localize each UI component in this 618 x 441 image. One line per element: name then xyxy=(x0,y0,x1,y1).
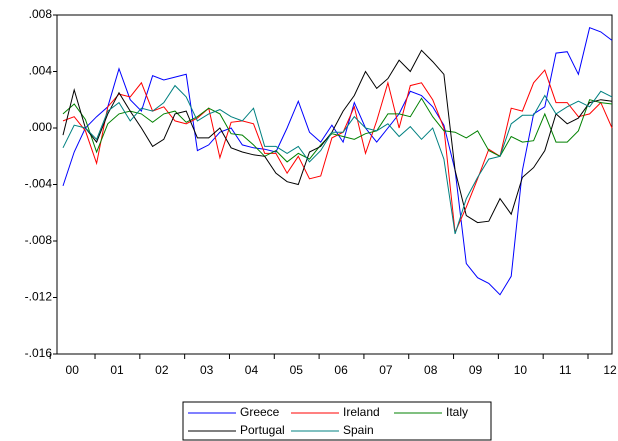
series-line xyxy=(62,97,613,163)
x-tick-label: 05 xyxy=(290,363,304,377)
x-tick-label: 11 xyxy=(559,363,572,377)
y-tick-label: -.004 xyxy=(25,177,53,191)
x-tick-label: 03 xyxy=(200,363,214,377)
legend-label: Portugal xyxy=(240,423,285,437)
y-tick-label: .008 xyxy=(29,7,53,21)
legend-box xyxy=(182,401,492,441)
x-tick-label: 08 xyxy=(424,363,438,377)
x-tick-label: 06 xyxy=(334,363,348,377)
y-tick-label: -.016 xyxy=(25,346,53,360)
y-tick-label: -.008 xyxy=(25,233,53,247)
x-tick-label: 02 xyxy=(155,363,169,377)
series-line xyxy=(62,27,613,296)
x-tick-label: 09 xyxy=(469,363,483,377)
series-line xyxy=(62,49,613,224)
y-tick-label: -.012 xyxy=(25,290,53,304)
x-tick-label: 01 xyxy=(110,363,124,377)
legend-label: Italy xyxy=(446,405,468,419)
x-tick-label: 12 xyxy=(603,363,617,377)
plot-frame xyxy=(56,14,613,355)
x-tick-label: 10 xyxy=(514,363,528,377)
y-tick-label: .000 xyxy=(29,120,53,134)
x-tick-label: 07 xyxy=(379,363,393,377)
x-tick-label: 00 xyxy=(66,363,80,377)
series-line xyxy=(62,84,613,235)
x-tick-label: 04 xyxy=(245,363,259,377)
legend-label: Ireland xyxy=(343,405,380,419)
y-tick-label: .004 xyxy=(29,64,53,78)
legend-label: Spain xyxy=(343,423,374,437)
series-line xyxy=(62,69,613,235)
legend-label: Greece xyxy=(240,405,280,419)
